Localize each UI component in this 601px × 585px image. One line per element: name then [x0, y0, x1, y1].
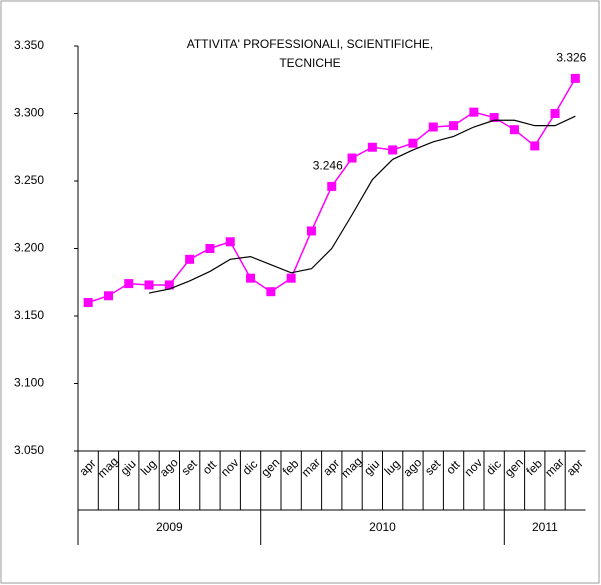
- marker: [509, 125, 519, 135]
- marker: [124, 279, 134, 289]
- marker: [408, 138, 418, 148]
- y-tick-label: 3.150: [14, 308, 44, 322]
- marker: [347, 153, 357, 163]
- marker: [83, 298, 93, 307]
- y-tick-label: 3.350: [14, 38, 44, 52]
- marker: [388, 145, 398, 155]
- y-tick-label: 3.100: [14, 376, 44, 390]
- marker: [286, 273, 296, 283]
- group-label: 2011: [532, 520, 558, 534]
- marker: [266, 287, 276, 297]
- marker: [144, 280, 154, 290]
- marker: [489, 113, 499, 123]
- group-label: 2010: [369, 520, 396, 534]
- data-label: 3.246: [313, 159, 343, 173]
- marker: [428, 122, 438, 132]
- y-tick-label: 3.300: [14, 106, 44, 120]
- marker: [246, 273, 256, 283]
- marker: [164, 280, 174, 290]
- marker: [225, 237, 235, 247]
- group-label: 2009: [156, 520, 183, 534]
- marker: [327, 181, 337, 191]
- marker: [469, 107, 479, 117]
- marker: [570, 73, 580, 83]
- marker: [550, 109, 560, 118]
- y-tick-label: 3.200: [14, 241, 44, 255]
- chart-title: ATTIVITA' PROFESSIONALI, SCIENTIFICHE,: [187, 37, 434, 51]
- data-label: 3.326: [556, 51, 586, 65]
- chart-title: TECNICHE: [279, 56, 340, 70]
- marker: [205, 244, 215, 253]
- marker: [306, 226, 316, 236]
- marker: [185, 254, 195, 264]
- marker: [449, 121, 459, 131]
- y-tick-label: 3.050: [14, 443, 44, 457]
- series-line: [148, 115, 576, 294]
- marker: [103, 291, 113, 301]
- y-tick-label: 3.250: [14, 173, 44, 187]
- marker: [530, 141, 540, 151]
- marker: [367, 142, 377, 152]
